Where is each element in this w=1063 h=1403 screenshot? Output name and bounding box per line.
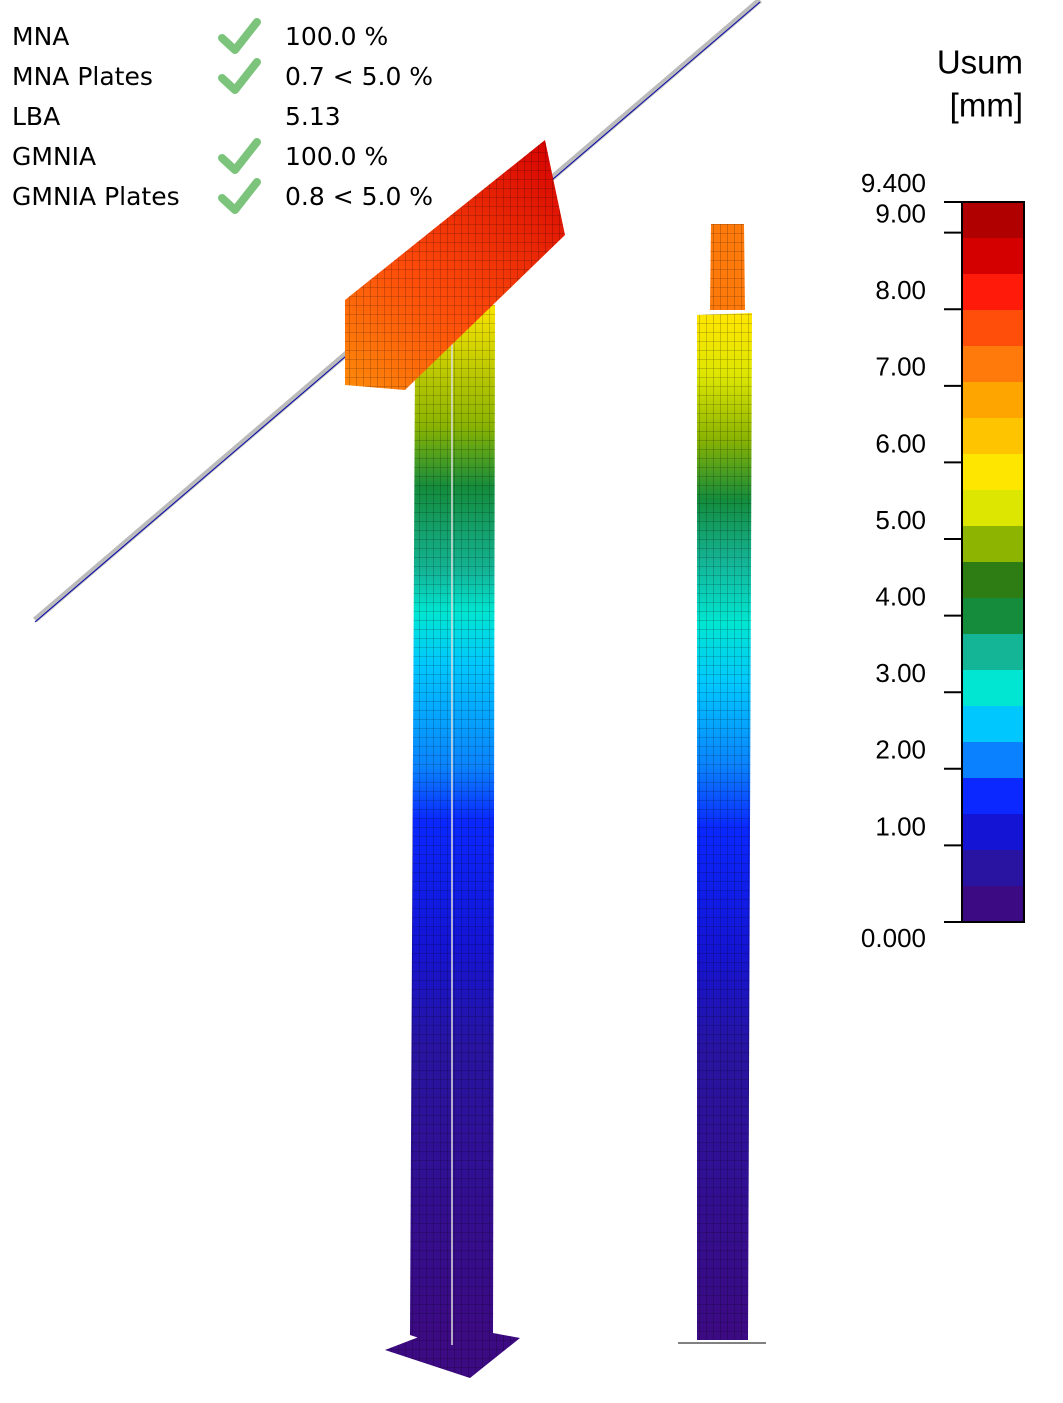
result-name: MNA Plates: [12, 62, 153, 91]
result-name: LBA: [12, 102, 60, 131]
legend-tick-label: 8.00: [875, 275, 926, 305]
legend-tick-label: 7.00: [875, 352, 926, 382]
result-name: MNA: [12, 22, 69, 51]
legend-tick-label: 1.00: [875, 811, 926, 841]
legend-tick-label: 3.00: [875, 658, 926, 688]
result-value: 100.0 %: [285, 22, 388, 51]
result-name: GMNIA Plates: [12, 182, 180, 211]
check-icon: [218, 18, 261, 54]
legend-band: [962, 706, 1024, 742]
legend-tick-label: 0.000: [861, 923, 926, 953]
result-value: 5.13: [285, 102, 341, 131]
legend-band: [962, 418, 1024, 454]
legend-band: [962, 526, 1024, 562]
legend-band: [962, 670, 1024, 706]
legend-tick-label: 9.400: [861, 168, 926, 198]
legend-band: [962, 598, 1024, 634]
model-view: [33, 0, 766, 1378]
legend-band: [962, 202, 1024, 238]
legend-tick-label: 9.00: [875, 199, 926, 229]
legend-band: [962, 562, 1024, 598]
legend-band: [962, 490, 1024, 526]
legend-band: [962, 454, 1024, 490]
legend-band: [962, 346, 1024, 382]
legend-band: [962, 238, 1024, 274]
legend-title: Usum: [937, 44, 1023, 81]
legend-tick-label: 5.00: [875, 505, 926, 535]
legend-frame: [961, 201, 1025, 923]
legend-band: [962, 274, 1024, 310]
legend-band: [962, 382, 1024, 418]
check-icon: [218, 58, 261, 94]
results-table: MNA 100.0 % MNA Plates 0.7 < 5.0 % LBA 5.13 GM…: [12, 18, 433, 214]
legend-band: [962, 634, 1024, 670]
result-value: 0.7 < 5.0 %: [285, 62, 433, 91]
legend-band: [962, 778, 1024, 814]
legend-band: [962, 310, 1024, 346]
check-icon: [218, 138, 261, 174]
result-name: GMNIA: [12, 142, 96, 171]
legend-band: [962, 742, 1024, 778]
legend-tick-label: 2.00: [875, 735, 926, 765]
legend-band: [962, 814, 1024, 850]
result-value: 100.0 %: [285, 142, 388, 171]
legend-tick-label: 4.00: [875, 581, 926, 611]
legend-band: [962, 850, 1024, 886]
check-icon: [218, 178, 261, 214]
result-value: 0.8 < 5.0 %: [285, 182, 433, 211]
legend-unit: [mm]: [950, 87, 1023, 124]
legend-band: [962, 886, 1024, 922]
legend-tick-label: 6.00: [875, 428, 926, 458]
